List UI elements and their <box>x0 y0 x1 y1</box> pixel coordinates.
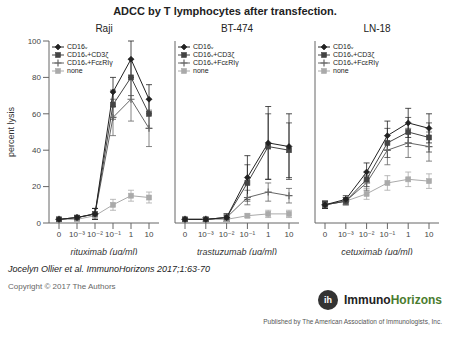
html-text:CD16ᵥ: CD16ᵥ <box>67 43 88 50</box>
svg-text:0: 0 <box>323 230 328 239</box>
svg-text:0: 0 <box>57 230 62 239</box>
svg-text:10⁻³: 10⁻³ <box>198 230 214 239</box>
svg-text:10⁻³: 10⁻³ <box>69 230 85 239</box>
html-text:LN-18: LN-18 <box>363 23 391 34</box>
html-text:none: none <box>67 67 83 74</box>
html-text:Published by The American Asso: Published by The American Association of… <box>263 318 442 325</box>
svg-text:cetuximab (μg/ml): cetuximab (μg/ml) <box>341 247 412 255</box>
svg-text:rituximab (μg/ml): rituximab (μg/ml) <box>71 247 138 255</box>
html-text:CD16ᵥ+CD3ζ: CD16ᵥ+CD3ζ <box>333 51 375 58</box>
html-text:Copyright © 2017 The Authors: Copyright © 2017 The Authors <box>8 282 116 291</box>
svg-text:trastuzumab (μg/ml): trastuzumab (μg/ml) <box>197 247 277 255</box>
svg-text:10: 10 <box>285 230 294 239</box>
html-text:BT-474: BT-474 <box>220 23 254 34</box>
svg-text:10⁻¹: 10⁻¹ <box>380 230 396 239</box>
svg-text:0: 0 <box>37 219 42 228</box>
html-text:CD16ᵥ+CD3ζ: CD16ᵥ+CD3ζ <box>67 51 109 58</box>
svg-text:10⁻¹: 10⁻¹ <box>105 230 121 239</box>
html-text:CD16ᵥ: CD16ᵥ <box>333 43 354 50</box>
svg-text:1: 1 <box>266 230 271 239</box>
html-text:ADCC by T lymphocytes after tr: ADCC by T lymphocytes after transfection… <box>113 5 337 17</box>
svg-text:0: 0 <box>183 230 188 239</box>
svg-text:1: 1 <box>406 230 411 239</box>
html-text:Jocelyn Ollier et al. ImmunoHo: Jocelyn Ollier et al. ImmunoHorizons 201… <box>8 264 211 274</box>
html-text:CD16ᵥ+FcεRIγ: CD16ᵥ+FcεRIγ <box>193 59 239 66</box>
svg-text:60: 60 <box>32 110 41 119</box>
svg-text:10⁻²: 10⁻² <box>359 230 375 239</box>
svg-text:10: 10 <box>145 230 154 239</box>
svg-text:10⁻¹: 10⁻¹ <box>240 230 256 239</box>
svg-text:percent lysis: percent lysis <box>8 106 16 157</box>
svg-text:10⁻³: 10⁻³ <box>338 230 354 239</box>
svg-text:100: 100 <box>28 37 42 46</box>
html-text:CD16ᵥ: CD16ᵥ <box>193 43 214 50</box>
html-text:Raji: Raji <box>95 23 113 34</box>
html-text:ih: ih <box>324 295 332 305</box>
svg-text:1: 1 <box>129 230 134 239</box>
html-text:none: none <box>193 67 209 74</box>
svg-text:20: 20 <box>32 182 41 191</box>
svg-text:10⁻²: 10⁻² <box>87 230 103 239</box>
svg-text:80: 80 <box>32 73 41 82</box>
svg-text:10: 10 <box>425 230 434 239</box>
html-text:CD16ᵥ+CD3ζ: CD16ᵥ+CD3ζ <box>193 51 235 58</box>
html-text:CD16ᵥ+FcεRIγ: CD16ᵥ+FcεRIγ <box>67 59 113 66</box>
html-text:CD16ᵥ+FcεRIγ: CD16ᵥ+FcεRIγ <box>333 59 379 66</box>
html-text:none: none <box>333 67 349 74</box>
html-text:Immuno Horizons: Immuno Horizons <box>344 293 442 307</box>
svg-text:40: 40 <box>32 146 41 155</box>
svg-text:10⁻²: 10⁻² <box>219 230 235 239</box>
